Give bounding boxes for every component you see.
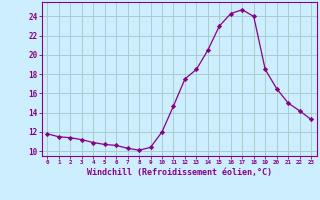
X-axis label: Windchill (Refroidissement éolien,°C): Windchill (Refroidissement éolien,°C) bbox=[87, 168, 272, 177]
